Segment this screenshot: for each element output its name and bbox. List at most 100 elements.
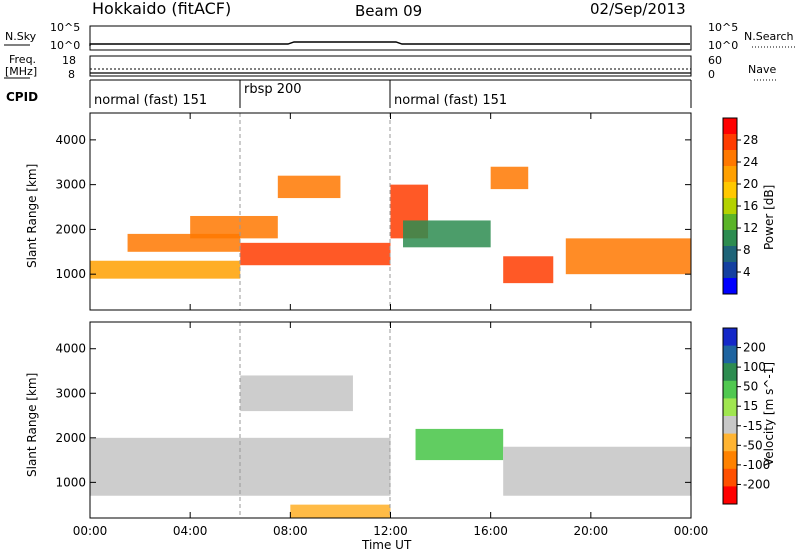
power-colorbar-label-0: 28 [743,133,758,147]
velocity-colorbar-label-1: 100 [743,360,766,374]
time-axis-title: Time UT [361,538,412,552]
power-colorbar-label-1: 24 [743,155,758,169]
time-tick-label-5: 20:00 [574,524,609,538]
station-title: Hokkaido (fitACF) [92,0,231,18]
power-band-8 [503,256,554,284]
velocity-colorbar-cell-9 [723,486,737,505]
noise-left-label: N.Sky [5,30,37,43]
range-tick-label-1: 2000 [55,222,86,236]
power-band-2 [190,215,278,239]
freq-panel: Freq. [MHz] 18 8 60 0 Nave [4,53,778,81]
velocity-colorbar-label-5: -50 [743,438,763,452]
velocity-colorbar-title: Velocity [m s^-1] [762,362,776,466]
freq-label-line2: [MHz] [5,65,37,78]
time-tick-label-4: 16:00 [473,524,508,538]
velocity-colorbar-label-0: 200 [743,341,766,355]
power-range-ticks: 1000 2000 3000 4000 [55,133,691,281]
power-colorbar-label-2: 20 [743,177,758,191]
power-band-6 [403,220,491,248]
velocity-colorbar-label-2: 50 [743,380,758,394]
velocity-colorbar-cell-4 [723,398,737,417]
power-range-title: Slant Range [km] [25,164,39,268]
power-colorbar-cell-1 [723,134,737,151]
freq-tick-bottom: 8 [68,68,75,81]
beam-title: Beam 09 [355,2,422,20]
cpid-panel: CPID normal (fast) 151 rbsp 200 normal (… [6,79,692,108]
time-tick-label-6: 00:00 [674,524,709,538]
power-colorbar-cell-7 [723,230,737,247]
noise-panel-frame [89,25,692,51]
cpid-segment-3: normal (fast) 151 [394,93,507,108]
velocity-band-3 [503,446,691,496]
velocity-colorbar: 200 100 50 15 -15 -50 -100 -200 Velocity [m s^-… [722,327,776,505]
power-colorbar-cell-3 [723,166,737,183]
power-band-3 [240,242,391,266]
power-band-4 [277,175,341,199]
power-colorbar-label-5: 8 [743,243,751,257]
time-axis-ticks: 00:00 04:00 08:00 12:00 16:00 20:00 00:00 [73,113,709,538]
power-colorbar-title: Power [dB] [762,185,776,250]
velocity-colorbar-label-4: -15 [743,419,763,433]
range-tick-label-1: 2000 [55,431,86,445]
cpid-segment-1: normal (fast) 151 [94,93,207,108]
time-tick-label-2: 08:00 [273,524,308,538]
velocity-colorbar-cell-6 [723,433,737,452]
power-colorbar-label-6: 4 [743,265,751,279]
velocity-colorbar-cell-7 [723,451,737,470]
noise-right-tick-bottom: 10^0 [708,39,738,52]
velocity-data [90,375,691,518]
power-colorbar-cell-5 [723,198,737,215]
velocity-colorbar-cell-0 [723,328,737,347]
velocity-band-2 [415,428,504,461]
range-tick-label-0: 1000 [55,267,86,281]
freq-panel-frame [89,55,692,77]
velocity-colorbar-cell-3 [723,380,737,399]
velocity-colorbar-cells [723,328,737,505]
velocity-panel: 1000 2000 3000 4000 Slant Range [km] [25,321,692,519]
power-colorbar-cell-8 [723,246,737,263]
power-colorbar-cell-6 [723,214,737,231]
velocity-colorbar-cell-5 [723,416,737,435]
time-tick-label-1: 04:00 [173,524,208,538]
power-colorbar-cell-0 [723,118,737,135]
power-colorbar-cell-2 [723,150,737,167]
power-colorbar-labels: 28 24 20 16 12 8 4 [737,133,758,279]
nave-tick-top: 60 [708,54,722,67]
date-title: 02/Sep/2013 [590,0,686,18]
velocity-colorbar-cell-1 [723,345,737,364]
power-band-0 [90,260,241,279]
velocity-range-title: Slant Range [km] [25,373,39,477]
velocity-band-0 [90,437,391,496]
power-colorbar-label-3: 16 [743,199,758,213]
noise-left-tick-bottom: 10^0 [50,39,80,52]
velocity-colorbar-label-3: 15 [743,399,758,413]
velocity-band-4 [290,504,391,518]
freq-tick-top: 18 [62,54,76,67]
velocity-colorbar-cell-8 [723,468,737,487]
power-colorbar-cells [723,118,737,295]
velocity-range-ticks: 1000 2000 3000 4000 [55,342,691,489]
time-tick-label-0: 00:00 [73,524,108,538]
range-tick-label-3: 4000 [55,133,86,147]
noise-panel: N.Sky 10^5 10^0 10^5 10^0 N.Search [4,21,796,52]
power-band-7 [490,166,529,190]
range-tick-label-0: 1000 [55,475,86,489]
power-colorbar-cell-4 [723,182,737,199]
power-panel: 1000 2000 3000 4000 Slant Range [km] [25,112,692,311]
noise-right-tick-top: 10^5 [708,21,738,34]
power-colorbar-cell-10 [723,278,737,295]
time-tick-label-3: 12:00 [373,524,408,538]
range-tick-label-3: 4000 [55,342,86,356]
range-tick-label-2: 3000 [55,386,86,400]
cpid-segment-2: rbsp 200 [244,82,302,97]
velocity-colorbar-cell-2 [723,363,737,382]
noise-trace [89,41,690,46]
power-colorbar-cell-9 [723,262,737,279]
noise-left-tick-top: 10^5 [50,21,80,34]
velocity-colorbar-label-7: -200 [743,477,770,491]
velocity-colorbar-label-6: -100 [743,458,770,472]
power-colorbar-label-4: 12 [743,221,758,235]
freq-label-line1: Freq. [9,53,36,66]
power-colorbar: 28 24 20 16 12 8 4 Power [dB] [722,117,776,295]
